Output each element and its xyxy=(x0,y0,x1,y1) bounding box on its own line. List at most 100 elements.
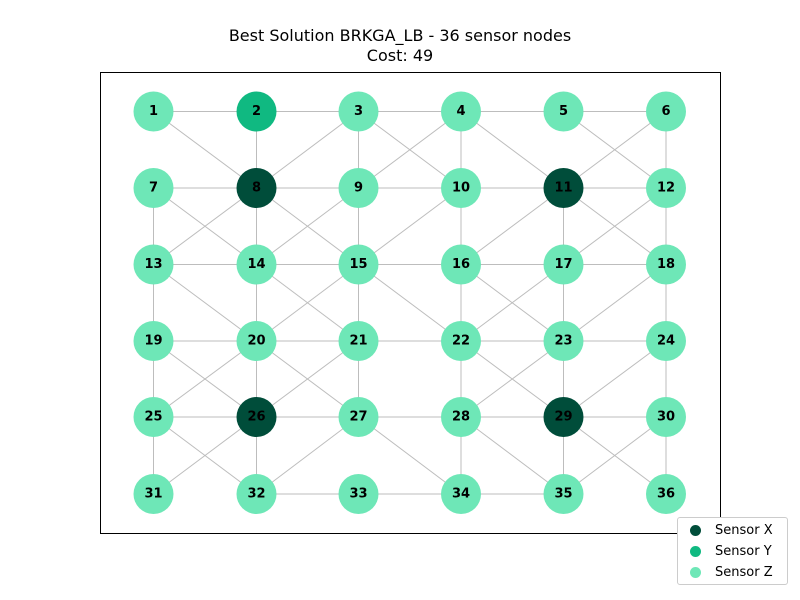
sensor-node-26: 26 xyxy=(236,397,277,437)
sensor-node-27: 27 xyxy=(338,397,379,437)
sensor-node-circle xyxy=(236,91,277,132)
edge-1-8 xyxy=(153,111,257,189)
sensor-node-1: 1 xyxy=(133,91,174,132)
sensor-node-2: 2 xyxy=(236,91,277,132)
sensor-node-circle xyxy=(646,397,686,437)
sensor-node-19: 19 xyxy=(133,321,174,361)
edge-12-17 xyxy=(563,187,667,265)
plot-frame xyxy=(100,72,721,534)
sensor-node-label: 14 xyxy=(247,257,265,272)
sensor-node-label: 12 xyxy=(657,181,675,196)
sensor-node-20: 20 xyxy=(236,321,277,361)
sensor-node-label: 11 xyxy=(554,181,572,196)
sensor-node-label: 31 xyxy=(144,487,162,502)
sensor-node-circle xyxy=(543,397,584,437)
sensor-node-circle xyxy=(543,244,584,285)
sensor-node-label: 10 xyxy=(452,181,470,196)
legend-label: Sensor X xyxy=(715,522,773,538)
sensor-node-label: 9 xyxy=(354,181,363,196)
edge-21-26 xyxy=(256,340,359,418)
sensor-node-circle xyxy=(441,474,481,514)
edge-15-22 xyxy=(358,264,462,342)
sensor-node-33: 33 xyxy=(338,474,379,514)
sensor-node-circle xyxy=(133,397,174,437)
sensor-node-15: 15 xyxy=(338,244,379,285)
sensor-node-circle xyxy=(133,321,174,361)
sensor-node-17: 17 xyxy=(543,244,584,285)
sensor-node-circle xyxy=(441,397,481,437)
edge-27-32 xyxy=(256,416,359,495)
edge-28-35 xyxy=(460,416,564,495)
sensor-node-label: 13 xyxy=(144,257,162,272)
sensor-node-23: 23 xyxy=(543,321,584,361)
edge-4-11 xyxy=(460,111,564,189)
edge-4-9 xyxy=(358,111,462,189)
edge-6-11 xyxy=(563,111,667,189)
sensor-node-31: 31 xyxy=(133,474,174,514)
sensor-node-label: 26 xyxy=(247,410,265,425)
sensor-node-circle xyxy=(338,244,379,285)
sensor-node-3: 3 xyxy=(338,91,379,132)
sensor-node-34: 34 xyxy=(441,474,481,514)
sensor-node-label: 20 xyxy=(247,334,265,349)
legend-label: Sensor Y xyxy=(715,543,772,559)
edge-20-25 xyxy=(153,340,257,418)
sensor-node-label: 19 xyxy=(144,334,162,349)
sensor-node-circle xyxy=(543,321,584,361)
sensor-node-label: 6 xyxy=(661,104,670,119)
sensor-node-label: 8 xyxy=(252,181,261,196)
legend-item-sensor-y: Sensor Y xyxy=(690,541,772,561)
sensor-node-circle xyxy=(441,321,481,361)
sensor-node-36: 36 xyxy=(646,474,686,514)
sensor-node-30: 30 xyxy=(646,397,686,437)
sensor-node-24: 24 xyxy=(646,321,686,361)
sensor-node-circle xyxy=(543,474,584,514)
edge-8-13 xyxy=(153,187,257,265)
sensor-node-label: 5 xyxy=(559,104,568,119)
chart-subtitle: Cost: 49 xyxy=(366,46,434,65)
legend-label: Sensor Z xyxy=(715,564,773,580)
sensor-node-label: 33 xyxy=(349,487,367,502)
edge-17-22 xyxy=(460,264,564,342)
sensor-node-7: 7 xyxy=(133,168,174,208)
edge-13-20 xyxy=(153,264,257,342)
legend-item-sensor-z: Sensor Z xyxy=(690,562,773,582)
sensor-node-circle xyxy=(646,321,686,361)
sensor-node-11: 11 xyxy=(543,168,584,208)
sensor-node-label: 2 xyxy=(252,104,261,119)
legend: Sensor X Sensor Y Sensor Z xyxy=(677,517,788,585)
sensor-node-circle xyxy=(441,244,481,285)
sensor-node-13: 13 xyxy=(133,244,174,285)
sensor-node-circle xyxy=(236,168,277,208)
sensor-node-22: 22 xyxy=(441,321,481,361)
sensor-node-label: 23 xyxy=(554,334,572,349)
edge-26-31 xyxy=(153,416,257,495)
sensor-node-label: 24 xyxy=(657,334,675,349)
sensor-node-label: 30 xyxy=(657,410,675,425)
sensor-node-circle xyxy=(646,474,686,514)
sensor-node-label: 21 xyxy=(349,334,367,349)
sensor-node-32: 32 xyxy=(236,474,277,514)
sensor-node-label: 7 xyxy=(149,181,158,196)
sensor-node-label: 22 xyxy=(452,334,470,349)
sensor-node-18: 18 xyxy=(646,244,686,285)
sensor-node-label: 15 xyxy=(349,257,367,272)
edge-3-8 xyxy=(256,111,359,189)
sensor-node-circle xyxy=(338,397,379,437)
sensor-node-circle xyxy=(133,244,174,285)
edge-15-20 xyxy=(256,264,359,342)
sensor-node-label: 29 xyxy=(554,410,572,425)
edge-10-15 xyxy=(358,187,462,265)
sensor-node-label: 36 xyxy=(657,487,675,502)
sensor-node-circle xyxy=(236,397,277,437)
sensor-node-label: 32 xyxy=(247,487,265,502)
sensor-node-circle xyxy=(441,91,481,132)
sensor-node-4: 4 xyxy=(441,91,481,132)
sensor-x-marker-icon xyxy=(690,524,701,536)
sensor-node-label: 27 xyxy=(349,410,367,425)
sensor-node-label: 16 xyxy=(452,257,470,272)
sensor-node-label: 3 xyxy=(354,104,363,119)
sensor-node-35: 35 xyxy=(543,474,584,514)
sensor-node-label: 18 xyxy=(657,257,675,272)
